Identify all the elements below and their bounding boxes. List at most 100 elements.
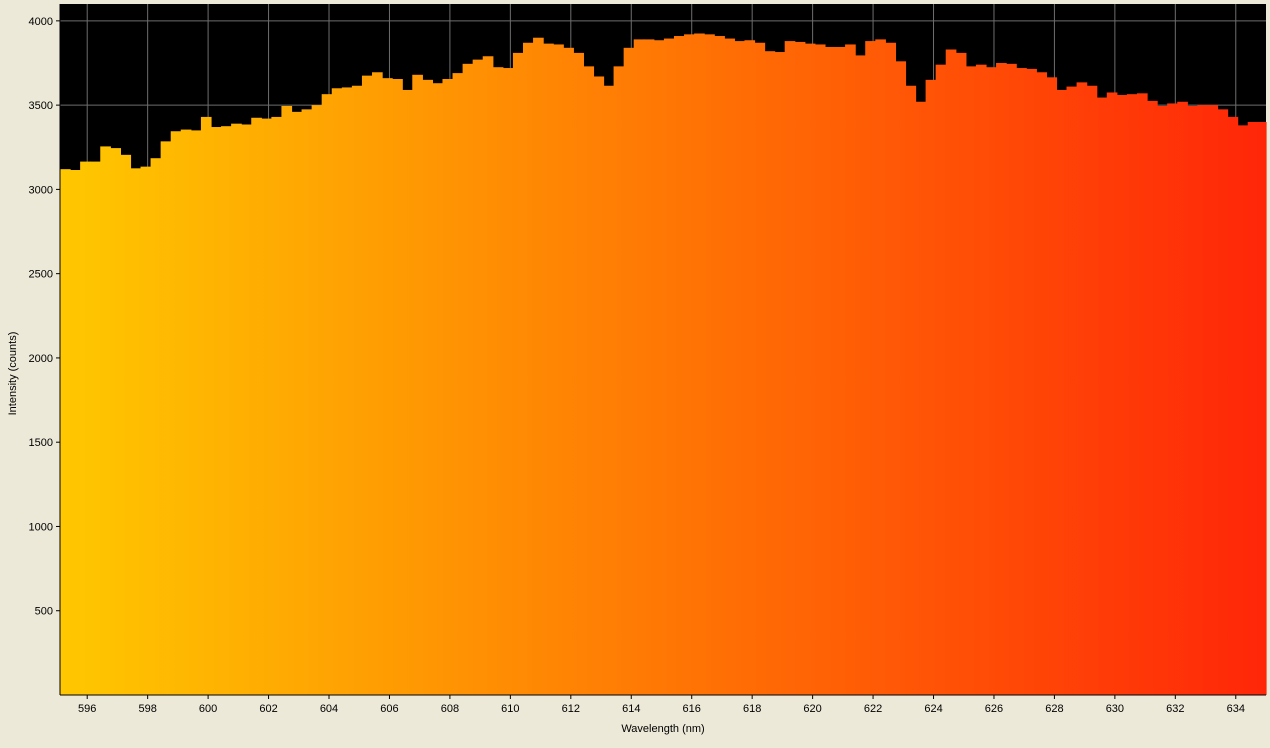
spectrum-bar bbox=[1036, 72, 1047, 695]
spectrum-bar bbox=[422, 79, 434, 696]
spectrum-bar bbox=[110, 148, 121, 696]
spectrum-bars bbox=[60, 33, 1267, 696]
spectrum-bar bbox=[1197, 105, 1209, 696]
spectrum-bar bbox=[633, 39, 645, 695]
spectrum-bar bbox=[70, 170, 81, 695]
spectrum-bar bbox=[653, 40, 665, 696]
spectrum-bar bbox=[1177, 101, 1188, 695]
spectrum-bar bbox=[281, 105, 293, 695]
spectrum-bar bbox=[985, 67, 997, 695]
spectrum-bar bbox=[1207, 105, 1219, 696]
spectrum-bar bbox=[955, 52, 967, 695]
spectrum-bar bbox=[895, 61, 907, 696]
spectrum-bar bbox=[160, 141, 172, 696]
spectrum-bar bbox=[1147, 100, 1158, 695]
spectrum-bar bbox=[553, 44, 564, 695]
spectrum-bar bbox=[1066, 86, 1078, 695]
spectrum-bar bbox=[673, 36, 685, 695]
spectrum-bar bbox=[1046, 77, 1058, 695]
x-tick-label: 630 bbox=[1106, 703, 1124, 715]
spectrum-bar bbox=[533, 37, 544, 695]
x-tick-label: 622 bbox=[864, 703, 882, 715]
axes: 596 598 600 602 604 606 608 610 612 614 616 618 620 6… bbox=[29, 4, 1266, 715]
spectrum-bar bbox=[875, 39, 886, 695]
spectrum-bar bbox=[784, 41, 796, 695]
y-tick-label: 1000 bbox=[29, 521, 53, 533]
x-tick-label: 602 bbox=[259, 703, 277, 715]
spectrum-bar bbox=[583, 66, 595, 696]
x-tick-label: 620 bbox=[803, 703, 821, 715]
spectrum-bar bbox=[845, 44, 856, 695]
x-tick-label: 614 bbox=[622, 703, 640, 715]
spectrum-bar bbox=[1157, 105, 1168, 695]
spectrum-bar bbox=[321, 94, 333, 696]
x-tick-label: 612 bbox=[562, 703, 580, 715]
spectrum-bar bbox=[1217, 109, 1229, 696]
spectrum-bar bbox=[1247, 121, 1259, 696]
spectrum-bar bbox=[824, 46, 836, 696]
spectrum-bar bbox=[442, 79, 454, 695]
spectrum-bar bbox=[935, 64, 947, 696]
spectrum-bar bbox=[1016, 68, 1027, 696]
x-tick-label: 608 bbox=[441, 703, 459, 715]
spectrum-bar bbox=[996, 62, 1007, 696]
spectrum-bar bbox=[975, 64, 987, 696]
spectrum-bar bbox=[1116, 95, 1128, 695]
spectrum-bar bbox=[764, 51, 776, 695]
spectrum-bar bbox=[90, 161, 101, 695]
spectrum-bar bbox=[372, 72, 383, 695]
spectrum-bar bbox=[523, 42, 534, 695]
x-tick-label: 628 bbox=[1045, 703, 1063, 715]
spectrum-bar bbox=[804, 43, 816, 696]
spectrum-bar bbox=[412, 74, 423, 696]
spectrum-bar bbox=[623, 47, 635, 695]
spectrum-bar bbox=[855, 55, 866, 695]
spectrum-bar bbox=[251, 117, 262, 695]
spectrum-bar bbox=[1056, 89, 1068, 695]
spectrum-bar bbox=[261, 118, 272, 696]
x-tick-label: 604 bbox=[320, 703, 338, 715]
spectrum-bar bbox=[563, 47, 574, 695]
x-tick-label: 634 bbox=[1227, 703, 1245, 715]
spectrum-bar bbox=[724, 38, 735, 696]
spectrum-bar bbox=[1187, 105, 1198, 695]
y-tick-label: 2500 bbox=[29, 269, 53, 281]
spectrum-bar bbox=[210, 127, 222, 695]
spectrum-bar bbox=[865, 41, 876, 695]
spectrum-bar bbox=[905, 85, 917, 696]
spectrum-bar bbox=[512, 52, 524, 695]
spectrum-bar bbox=[452, 73, 464, 696]
spectrum-bar bbox=[593, 76, 605, 696]
spectrum-bar bbox=[603, 85, 615, 696]
spectrum-bar bbox=[945, 49, 957, 695]
spectrum-bar bbox=[462, 63, 474, 695]
spectrum-bar bbox=[1237, 125, 1249, 696]
y-tick-label: 4000 bbox=[29, 16, 53, 28]
x-tick-label: 598 bbox=[138, 703, 156, 715]
spectrum-bar bbox=[291, 111, 303, 696]
spectrum-bar bbox=[734, 41, 746, 695]
spectrum-bar bbox=[925, 79, 937, 696]
spectrum-bar bbox=[1126, 94, 1138, 696]
spectrum-bar bbox=[1136, 93, 1148, 695]
spectrum-bar bbox=[704, 34, 715, 695]
spectrum-bar bbox=[643, 39, 655, 695]
spectrum-bar bbox=[60, 169, 71, 696]
spectrum-bar bbox=[1006, 63, 1017, 695]
spectrum-bar bbox=[311, 105, 323, 696]
spectrum-bar bbox=[100, 146, 111, 695]
spectrum-bar bbox=[402, 89, 413, 695]
spectrum-bar bbox=[331, 88, 343, 695]
x-tick-label: 624 bbox=[924, 703, 942, 715]
spectrum-bar bbox=[714, 36, 725, 695]
y-tick-label: 3000 bbox=[29, 184, 53, 196]
spectrum-bar bbox=[1167, 103, 1178, 695]
spectrum-bar bbox=[180, 129, 192, 695]
x-tick-label: 632 bbox=[1166, 703, 1184, 715]
x-tick-label: 606 bbox=[380, 703, 398, 715]
spectrum-bar bbox=[754, 42, 766, 695]
spectrum-bar bbox=[130, 168, 142, 695]
x-tick-label: 600 bbox=[199, 703, 217, 715]
y-axis-label: Intensity (counts) bbox=[7, 332, 19, 416]
spectrum-bar bbox=[915, 101, 927, 695]
